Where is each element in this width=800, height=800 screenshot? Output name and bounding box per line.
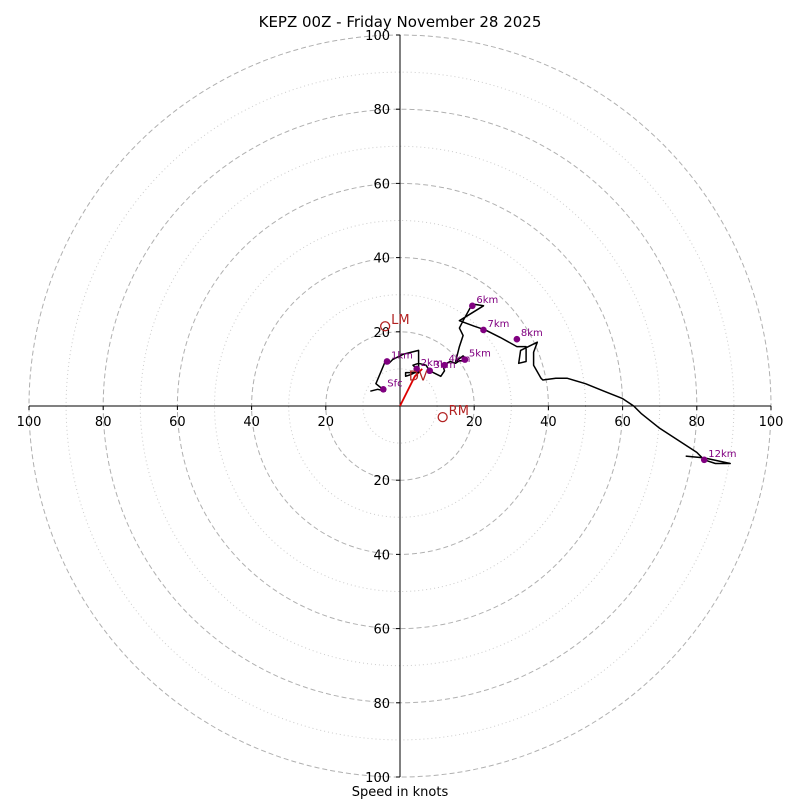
y-tick-label: 60	[373, 177, 390, 192]
x-tick-label: 100	[17, 415, 42, 430]
y-tick-label: 80	[373, 697, 390, 712]
hodograph-trace	[370, 303, 731, 465]
height-label-4km: 4km	[449, 354, 471, 365]
height-label-2km: 2km	[421, 358, 443, 369]
x-tick-label: 80	[689, 415, 706, 430]
height-label-8km: 8km	[521, 328, 543, 339]
mean-wind-label: DV	[409, 369, 428, 384]
height-point-sfc	[380, 386, 387, 393]
y-tick-label: 20	[373, 474, 390, 489]
height-point-12km	[700, 456, 708, 464]
x-axis-label: Speed in knots	[352, 785, 449, 800]
y-tick-label: 60	[373, 623, 390, 638]
chart-title: KEPZ 00Z - Friday November 28 2025	[259, 13, 542, 31]
height-label-7km: 7km	[487, 319, 509, 330]
x-tick-label: 60	[169, 415, 186, 430]
height-point-7km	[480, 326, 487, 334]
height-label-6km: 6km	[476, 295, 498, 306]
storm-motion-rm-label: RM	[449, 404, 469, 419]
storm-motion-lm-marker	[380, 321, 391, 332]
x-tick-label: 20	[318, 415, 335, 430]
y-tick-label: 100	[365, 29, 390, 44]
x-tick-label: 100	[759, 415, 784, 430]
storm-motion-rm-marker	[437, 411, 448, 423]
height-point-8km	[513, 335, 521, 343]
x-tick-label: 40	[540, 415, 557, 430]
x-tick-label: 40	[243, 415, 260, 430]
height-point-4km	[441, 361, 448, 369]
height-point-6km	[469, 302, 476, 310]
x-tick-label: 20	[466, 415, 483, 430]
x-tick-label: 80	[95, 415, 112, 430]
height-point-3km	[426, 367, 433, 375]
hodograph-line	[370, 303, 731, 465]
shear-vector-line	[399, 368, 423, 407]
x-tick-label: 60	[614, 415, 631, 430]
y-tick-label: 80	[373, 103, 390, 118]
height-label-12km: 12km	[708, 449, 736, 460]
y-tick-label: 40	[373, 548, 390, 563]
height-markers: Sfc1km2km3km4km5km6km7km8km12kmDV	[380, 295, 736, 464]
tick-labels: 100 100 80 80 60 60 40 40 20 20 20 20 40 40 60 60 80 80 10…	[17, 29, 784, 786]
height-point-2km	[413, 365, 420, 373]
shear-vector	[399, 368, 423, 407]
height-label-5km: 5km	[469, 349, 491, 360]
storm-motion-lm-label: LM	[391, 313, 409, 328]
y-tick-label: 100	[365, 771, 390, 786]
y-tick-label: 40	[373, 252, 390, 267]
height-label-sfc: Sfc	[387, 378, 402, 389]
height-label-1km: 1km	[391, 350, 413, 361]
height-point-5km	[461, 356, 469, 363]
height-point-1km	[383, 358, 391, 365]
storm-motion-markers: LM RM	[380, 313, 469, 423]
y-tick-label: 20	[373, 326, 390, 341]
